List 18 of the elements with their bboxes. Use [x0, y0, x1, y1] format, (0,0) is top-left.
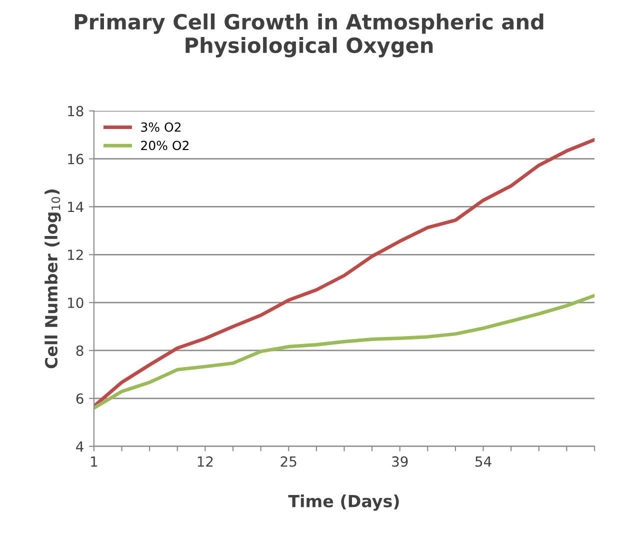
y-tick-label: 6: [76, 393, 84, 404]
y-tick-label: 18: [68, 106, 84, 116]
x-tick-label: 25: [280, 456, 296, 467]
chart-title: Primary Cell Growth in Atmospheric and Physiological Oxygen: [74, 14, 544, 58]
y-tick-label: 10: [68, 298, 84, 308]
y-tick-label: 12: [68, 250, 83, 260]
y-axis-title: Cell Number (log$_{10}$): [44, 190, 61, 368]
y-tick-label: 4: [76, 441, 84, 452]
x-tick-label: 1: [91, 456, 98, 467]
y-tick-label: 16: [68, 154, 84, 164]
y-tick-label: 14: [68, 202, 84, 212]
legend-label: 20% O2: [141, 140, 188, 150]
y-tick-label: 8: [76, 345, 84, 356]
x-tick-label: 39: [392, 456, 408, 467]
x-tick-label: 54: [476, 456, 492, 467]
legend-label: 3% O2: [141, 122, 181, 132]
x-tick-label: 12: [198, 456, 213, 467]
x-axis-title: Time (Days): [288, 494, 399, 511]
